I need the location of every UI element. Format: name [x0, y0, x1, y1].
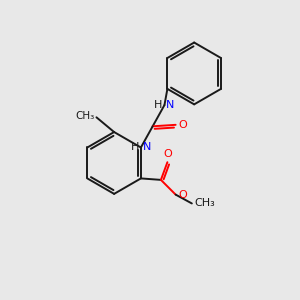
Text: N: N [166, 100, 174, 110]
Text: O: O [178, 190, 187, 200]
Text: CH₃: CH₃ [194, 198, 215, 208]
Text: H: H [154, 100, 162, 110]
Text: N: N [143, 142, 151, 152]
Text: O: O [178, 120, 187, 130]
Text: O: O [163, 149, 172, 159]
Text: CH₃: CH₃ [75, 111, 95, 121]
Text: H: H [131, 142, 139, 152]
